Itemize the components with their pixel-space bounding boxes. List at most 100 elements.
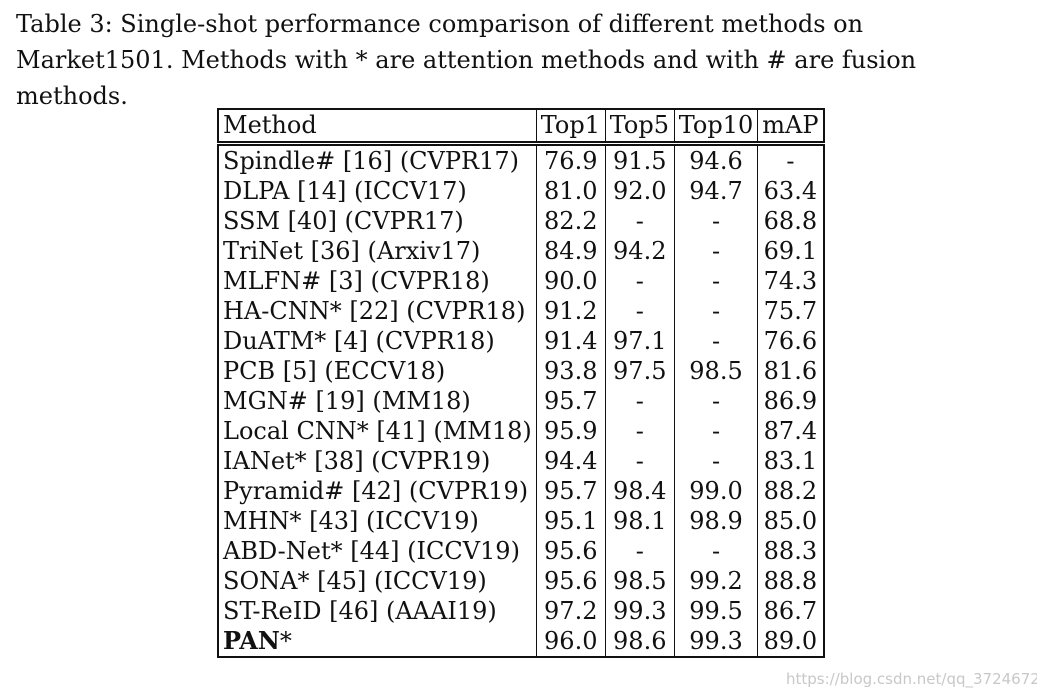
table-row: MLFN# [3] (CVPR18) 90.0- -74.3 [218, 266, 824, 296]
cell-top10: - [673, 386, 758, 416]
cell-method: MLFN# [3] (CVPR18) [223, 266, 490, 295]
cell-top5: 97.5 [604, 356, 675, 386]
cell-top5: 99.3 [604, 596, 675, 626]
cell-top1: 90.0 [535, 266, 606, 296]
cell-top10: - [673, 326, 758, 356]
header-map: mAP [757, 109, 824, 144]
cell-top1: 95.7 [535, 386, 606, 416]
cell-map: 76.6 [757, 326, 824, 356]
cell-top1: 82.2 [535, 206, 606, 236]
cell-top1: 95.1 [535, 506, 606, 536]
cell-map: 89.0 [757, 626, 824, 657]
cell-top10: 99.0 [673, 476, 758, 506]
cell-top10: - [673, 446, 758, 476]
table-row: TriNet [36] (Arxiv17) 84.9 94.2-69.1 [218, 236, 824, 266]
cell-top5: - [604, 536, 675, 566]
cell-method: MHN* [43] (ICCV19) [223, 506, 479, 535]
cell-top1: 95.9 [535, 416, 606, 446]
cell-map: 74.3 [757, 266, 824, 296]
cell-top5: - [604, 296, 675, 326]
cell-top5: 98.6 [604, 626, 675, 657]
cell-top1: 95.6 [535, 566, 606, 596]
cell-top5: 98.4 [604, 476, 675, 506]
table-row: IANet* [38] (CVPR19) 94.4- -83.1 [218, 446, 824, 476]
cell-map: 83.1 [757, 446, 824, 476]
cell-map: 86.9 [757, 386, 824, 416]
cell-method: ABD-Net* [44] (ICCV19) [223, 536, 520, 565]
cell-top10: 94.6 [673, 143, 758, 176]
cell-top10: 98.5 [673, 356, 758, 386]
cell-top1: 95.7 [535, 476, 606, 506]
cell-top10: - [673, 236, 758, 266]
cell-method: Pyramid# [42] (CVPR19) [223, 476, 529, 505]
cell-method: TriNet [36] (Arxiv17) [223, 236, 481, 265]
cell-top1: 94.4 [535, 446, 606, 476]
cell-top5: - [604, 416, 675, 446]
header-top1: Top1 [535, 109, 606, 144]
table-row: ABD-Net* [44] (ICCV19) 95.6- -88.3 [218, 536, 824, 566]
cell-map: 86.7 [757, 596, 824, 626]
cell-top1: 84.9 [535, 236, 606, 266]
cell-top10: 98.9 [673, 506, 758, 536]
cell-top5: 98.1 [604, 506, 675, 536]
table-row: Spindle# [16] (CVPR17) 76.9 91.5 94.6- [218, 143, 824, 176]
table-row: Pyramid# [42] (CVPR19) 95.7 98.4 99.0 88.2 [218, 476, 824, 506]
table-row: MHN* [43] (ICCV19) 95.1 98.1 98.9 85.0 [218, 506, 824, 536]
cell-top5: - [604, 446, 675, 476]
cell-map: 85.0 [757, 506, 824, 536]
table-caption: Table 3: Single-shot performance compari… [16, 10, 917, 110]
cell-method: ST-ReID [46] (AAAI19) [223, 596, 497, 625]
cell-method: SONA* [45] (ICCV19) [223, 566, 487, 595]
cell-top10: 94.7 [673, 176, 758, 206]
table-row: DuATM* [4] (CVPR18) 91.4 97.1-76.6 [218, 326, 824, 356]
results-table-container: Method Top1 Top5 Top10 mAP Spindle# [16]… [217, 108, 825, 658]
cell-top5: - [604, 266, 675, 296]
cell-map: 88.3 [757, 536, 824, 566]
cell-method: Local CNN* [41] (MM18) [223, 416, 532, 445]
cell-top5: - [604, 386, 675, 416]
cell-top5: 94.2 [604, 236, 675, 266]
cell-method: PCB [5] (ECCV18) [223, 356, 446, 385]
cell-map: 88.2 [757, 476, 824, 506]
cell-top1: 91.4 [535, 326, 606, 356]
cell-map: 88.8 [757, 566, 824, 596]
table-row: Local CNN* [41] (MM18) 95.9- -87.4 [218, 416, 824, 446]
cell-map: 81.6 [757, 356, 824, 386]
header-top5: Top5 [604, 109, 675, 144]
cell-method: DLPA [14] (ICCV17) [223, 176, 467, 205]
cell-method: IANet* [38] (CVPR19) [223, 446, 491, 475]
table-row: SSM [40] (CVPR17) 82.2- -68.8 [218, 206, 824, 236]
table-row: PCB [5] (ECCV18) 93.8 97.5 98.5 81.6 [218, 356, 824, 386]
cell-top5: 98.5 [604, 566, 675, 596]
cell-top10: - [673, 266, 758, 296]
table-row: HA-CNN* [22] (CVPR18) 91.2- -75.7 [218, 296, 824, 326]
cell-map: - [757, 143, 824, 176]
cell-top10: 99.3 [673, 626, 758, 657]
cell-top5: 92.0 [604, 176, 675, 206]
table-row: MGN# [19] (MM18) 95.7- -86.9 [218, 386, 824, 416]
table-header-row: Method Top1 Top5 Top10 mAP [218, 109, 824, 144]
cell-map: 75.7 [757, 296, 824, 326]
cell-top10: - [673, 296, 758, 326]
cell-top5: 91.5 [604, 143, 675, 176]
cell-method: PAN* [218, 626, 536, 657]
table-body: Spindle# [16] (CVPR17) 76.9 91.5 94.6- DLPA… [218, 143, 824, 657]
header-method: Method [223, 111, 317, 139]
cell-top5: 97.1 [604, 326, 675, 356]
method-name-bold: PAN [223, 626, 280, 655]
table-row-pan: PAN* 96.0 98.6 99.3 89.0 [218, 626, 824, 657]
cell-method: Spindle# [16] (CVPR17) [223, 146, 519, 175]
cell-top10: - [673, 416, 758, 446]
method-name-suffix: * [279, 627, 292, 655]
cell-method: SSM [40] (CVPR17) [223, 206, 464, 235]
cell-top10: - [673, 206, 758, 236]
cell-top1: 95.6 [535, 536, 606, 566]
cell-map: 87.4 [757, 416, 824, 446]
cell-map: 69.1 [757, 236, 824, 266]
cell-top1: 76.9 [535, 143, 606, 176]
cell-top1: 96.0 [535, 626, 606, 657]
cell-top1: 93.8 [535, 356, 606, 386]
header-top10: Top10 [673, 109, 758, 144]
cell-top1: 91.2 [535, 296, 606, 326]
cell-top1: 97.2 [535, 596, 606, 626]
